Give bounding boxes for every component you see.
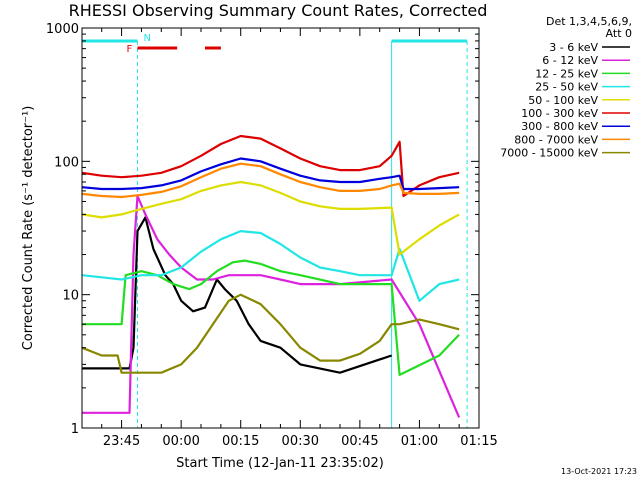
x-tick-label-2: 00:15 <box>222 434 259 449</box>
x-tick-label-6: 01:15 <box>460 434 497 449</box>
legend-label-8: 7000 - 15000 keV <box>500 147 598 160</box>
legend-label-1: 6 - 12 keV <box>542 54 598 67</box>
plot-frame <box>81 27 480 429</box>
legend-label-0: 3 - 6 keV <box>549 41 598 54</box>
chart-title: RHESSI Observing Summary Count Rates, Co… <box>69 1 488 20</box>
x-tick-label-5: 01:00 <box>401 434 438 449</box>
legend-label-6: 300 - 800 keV <box>521 120 598 133</box>
legend-header-1: Att 0 <box>606 27 632 40</box>
series-line-5 <box>81 134 460 198</box>
x-tick-label-4: 00:45 <box>341 434 378 449</box>
y-tick-label-1: 10 <box>62 289 79 304</box>
x-axis-label: Start Time (12-Jan-11 23:35:02) <box>176 456 384 471</box>
y-tick-label-2: 100 <box>54 155 79 170</box>
x-tick-label-3: 00:30 <box>282 434 319 449</box>
series-line-0 <box>81 216 392 374</box>
series-line-7 <box>81 162 460 199</box>
x-tick-label-0: 23:45 <box>103 434 140 449</box>
y-axis-label: Corrected Count Rate (s⁻¹ detector⁻¹) <box>21 106 36 351</box>
x-axis: 23:45 00:00 00:15 00:30 00:45 01:00 01:15 <box>101 28 498 449</box>
y-tick-label-0: 1 <box>71 422 79 437</box>
night-annotation: N <box>143 33 150 44</box>
series-line-8 <box>81 293 460 374</box>
legend-label-5: 100 - 300 keV <box>521 107 598 120</box>
series-line-2 <box>81 259 460 376</box>
footer-timestamp: 13-Oct-2021 17:23 <box>561 467 637 476</box>
legend-header-0: Det 1,3,4,5,6,9, <box>546 15 632 28</box>
x-tick-label-1: 00:00 <box>162 434 199 449</box>
series-line-6 <box>81 157 460 191</box>
legend-label-7: 800 - 7000 keV <box>514 133 598 146</box>
legend-label-4: 50 - 100 keV <box>528 94 598 107</box>
legend-label-2: 12 - 25 keV <box>535 67 598 80</box>
series-line-3 <box>81 230 460 302</box>
y-tick-label-3: 1000 <box>46 22 79 37</box>
series-line-4 <box>81 180 460 256</box>
y-axis: 1 10 100 1000 <box>46 22 479 437</box>
legend-label-3: 25 - 50 keV <box>535 81 598 94</box>
flare-annotation: F <box>126 44 132 55</box>
plot-area: NF <box>81 33 468 428</box>
